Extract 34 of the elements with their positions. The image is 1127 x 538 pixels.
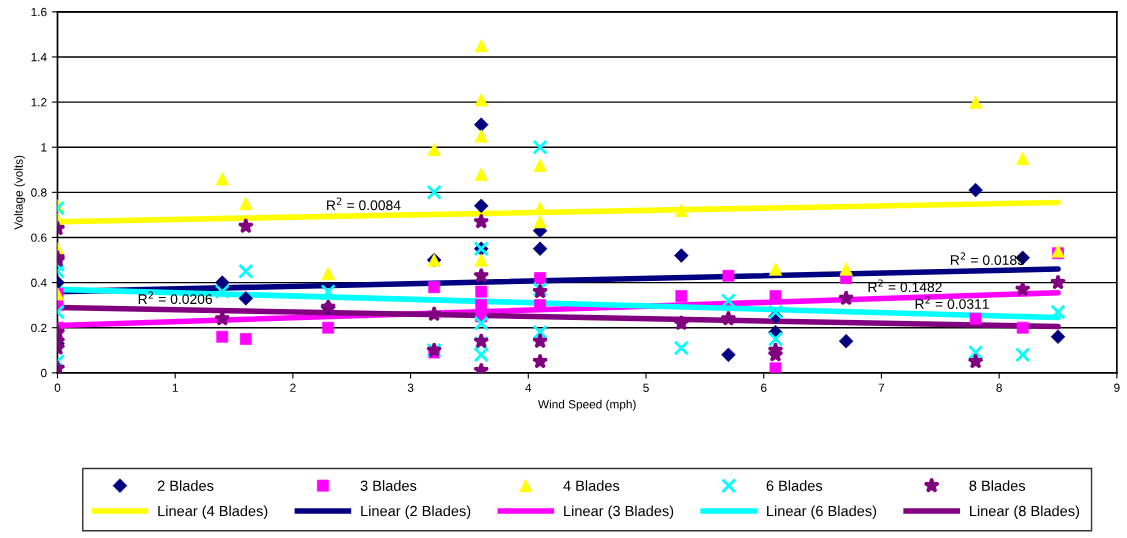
y-tick-label: 1.4 bbox=[31, 53, 47, 62]
x-tick-label: 9 bbox=[1114, 383, 1120, 392]
y-tick-label: 1.6 bbox=[31, 7, 47, 17]
x-tick-label: 6 bbox=[761, 383, 767, 392]
y-tick-label: 0.6 bbox=[31, 233, 47, 242]
x-axis-title: Wind Speed (mph) bbox=[538, 399, 636, 411]
y-axis-title: Voltage (volts) bbox=[14, 155, 26, 230]
x-tick-label: 3 bbox=[407, 383, 414, 392]
y-tick-label: 0.4 bbox=[31, 278, 47, 287]
x-tick-label: 0 bbox=[54, 383, 61, 392]
annotation: R$^{2}$ = 0.0084 bbox=[327, 197, 401, 211]
legend-label: 6 Blades bbox=[766, 480, 823, 491]
legend-label: Linear (6 Blades) bbox=[767, 505, 877, 520]
annotation: R$^{2}$ = 0.0311 bbox=[915, 296, 989, 309]
legend-label: Linear (4 Blades) bbox=[158, 505, 268, 520]
y-tick-label: 0.8 bbox=[31, 188, 47, 197]
legend-label: Linear (3 Blades) bbox=[564, 505, 674, 520]
x-tick-label: 2 bbox=[290, 383, 296, 392]
y-tick-label: 1 bbox=[41, 143, 47, 152]
legend-label: Linear (2 Blades) bbox=[361, 505, 471, 520]
x-tick-label: 4 bbox=[525, 383, 532, 392]
x-tick-label: 8 bbox=[996, 383, 1002, 392]
x-tick-label: 5 bbox=[643, 383, 649, 392]
x-tick-label: 7 bbox=[878, 383, 885, 392]
y-tick-label: 0 bbox=[40, 368, 47, 378]
x-tick-label: 1 bbox=[172, 383, 178, 392]
legend-label: Linear (8 Blades) bbox=[970, 505, 1079, 520]
legend-label: 8 Blades bbox=[969, 480, 1026, 491]
legend-label: 4 Blades bbox=[563, 480, 620, 491]
y-tick-label: 0.2 bbox=[31, 323, 47, 333]
legend-label: 3 Blades bbox=[360, 480, 417, 491]
y-tick-label: 1.2 bbox=[31, 98, 47, 107]
annotation: R$^{2}$ = 0.0206 bbox=[138, 291, 213, 305]
legend-label: 2 Blades bbox=[157, 480, 214, 491]
